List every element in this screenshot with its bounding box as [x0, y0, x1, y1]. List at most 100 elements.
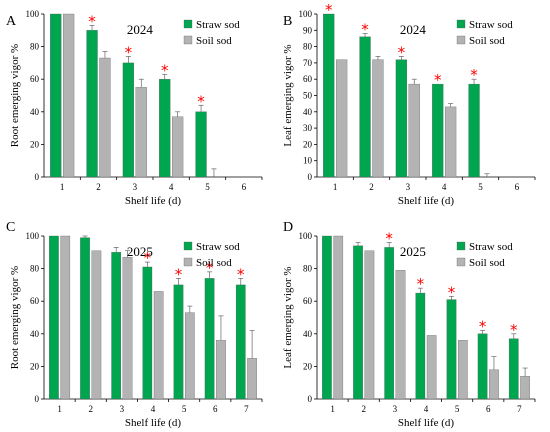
- significance-star: *: [161, 61, 169, 79]
- x-tick-label: 4: [442, 182, 447, 192]
- legend-swatch: [183, 19, 193, 29]
- x-tick-label: 1: [57, 404, 62, 414]
- x-tick-label: 4: [151, 404, 156, 414]
- panel-letter: B: [283, 14, 292, 29]
- bar-straw-sod: [323, 13, 335, 178]
- y-axis-label: Leaf emerging vigor %: [282, 266, 294, 368]
- legend-label: Soil sod: [196, 257, 232, 269]
- legend-swatch: [456, 35, 466, 45]
- y-tick-label: 20: [30, 139, 40, 149]
- y-tick-label: 80: [303, 42, 313, 52]
- bar-soil-sod: [408, 83, 420, 178]
- y-tick-label: 60: [303, 296, 313, 306]
- x-tick-label: 1: [333, 182, 338, 192]
- bar-straw-sod: [353, 245, 363, 400]
- x-tick-label: 1: [330, 404, 335, 414]
- y-tick-label: 10: [303, 156, 313, 166]
- panel-a: A 0 20 40 60 80 100 1 2 3 4 5 6 * * * * 2024 Straw sod Soil…: [6, 9, 263, 207]
- panel-letter: D: [283, 220, 293, 235]
- y-tick-label: 50: [303, 91, 313, 101]
- y-axis-label: Root emerging vigor %: [9, 266, 21, 369]
- x-axis-label: Shelf life (d): [398, 195, 455, 207]
- chart-title: 2025: [127, 244, 153, 259]
- y-axis-label: Leaf emerging vigor %: [282, 44, 294, 146]
- y-tick-label: 20: [303, 139, 313, 149]
- bar-straw-sod: [111, 252, 122, 400]
- bar-straw-sod: [432, 83, 444, 178]
- bar-straw-sod: [446, 299, 457, 400]
- x-tick-label: 6: [242, 182, 247, 192]
- significance-star: *: [144, 249, 152, 267]
- bar-straw-sod: [50, 13, 62, 178]
- y-tick-label: 60: [30, 74, 40, 84]
- x-tick-label: 3: [406, 182, 411, 192]
- y-tick-label: 80: [30, 264, 40, 274]
- significance-star: *: [448, 283, 456, 301]
- bar-soil-sod: [184, 312, 195, 400]
- x-tick-label: 6: [515, 182, 520, 192]
- x-tick-label: 2: [96, 182, 101, 192]
- x-tick-label: 6: [213, 404, 218, 414]
- legend-swatch: [456, 241, 466, 251]
- y-tick-label: 0: [308, 172, 313, 182]
- legend-label: Soil sod: [196, 35, 232, 47]
- x-tick-label: 2: [361, 404, 366, 414]
- bar-soil-sod: [172, 116, 184, 178]
- significance-star: *: [385, 230, 393, 248]
- legend-label: Straw sod: [469, 241, 513, 253]
- significance-star: *: [434, 71, 442, 89]
- significance-star: *: [206, 259, 214, 277]
- y-tick-label: 60: [30, 296, 40, 306]
- bar-soil-sod: [445, 106, 457, 178]
- bar-soil-sod: [216, 340, 226, 400]
- y-tick-label: 0: [35, 172, 40, 182]
- x-axis-label: Shelf life (d): [125, 417, 182, 429]
- x-tick-label: 4: [424, 404, 429, 414]
- bar-straw-sod: [235, 284, 246, 400]
- x-tick-label: 4: [169, 182, 174, 192]
- legend-swatch: [183, 35, 193, 45]
- bar-straw-sod: [159, 79, 171, 178]
- y-axis-label: Root emerging vigor %: [9, 44, 21, 147]
- panel-b: B 0 10 20 30 40 50 60 70 80 90 100 1 2 3 4 5 6 * * * * * 2024 St…: [282, 1, 536, 207]
- significance-star: *: [325, 1, 333, 19]
- y-tick-label: 100: [299, 9, 313, 19]
- bar-soil-sod: [336, 59, 348, 178]
- significance-star: *: [125, 43, 133, 61]
- bar-straw-sod: [384, 247, 395, 400]
- x-tick-label: 6: [486, 404, 491, 414]
- bar-soil-sod: [395, 270, 406, 400]
- bar-straw-sod: [322, 235, 332, 400]
- y-tick-label: 40: [30, 329, 40, 339]
- bar-soil-sod: [99, 57, 111, 178]
- y-tick-label: 80: [30, 42, 40, 52]
- panel-d: D 0 20 40 60 80 100 1 2 3 4 5 6 7 * * * * * 2025 Straw sod So…: [282, 220, 536, 429]
- y-tick-label: 100: [26, 9, 40, 19]
- x-tick-label: 7: [244, 404, 249, 414]
- bar-soil-sod: [60, 235, 71, 400]
- panel-letter: C: [6, 220, 15, 235]
- bar-soil-sod: [372, 59, 384, 178]
- significance-star: *: [398, 43, 406, 61]
- bar-soil-sod: [63, 13, 75, 178]
- x-tick-label: 5: [478, 182, 483, 192]
- bar-straw-sod: [468, 83, 480, 178]
- legend-label: Straw sod: [196, 19, 240, 31]
- bar-straw-sod: [80, 237, 90, 400]
- significance-star: *: [197, 92, 205, 110]
- bar-straw-sod: [49, 235, 59, 400]
- chart-title: 2024: [400, 22, 427, 37]
- bar-straw-sod: [359, 36, 371, 178]
- significance-star: *: [237, 265, 245, 283]
- y-tick-label: 20: [30, 361, 40, 371]
- bar-soil-sod: [426, 335, 437, 400]
- x-axis-label: Shelf life (d): [125, 195, 182, 207]
- bar-soil-sod: [122, 257, 133, 400]
- legend-label: Straw sod: [196, 241, 240, 253]
- chart-title: 2025: [400, 244, 426, 259]
- panel-letter: A: [6, 14, 17, 29]
- x-tick-label: 7: [517, 404, 522, 414]
- legend-swatch: [183, 241, 193, 251]
- legend-swatch: [456, 257, 466, 267]
